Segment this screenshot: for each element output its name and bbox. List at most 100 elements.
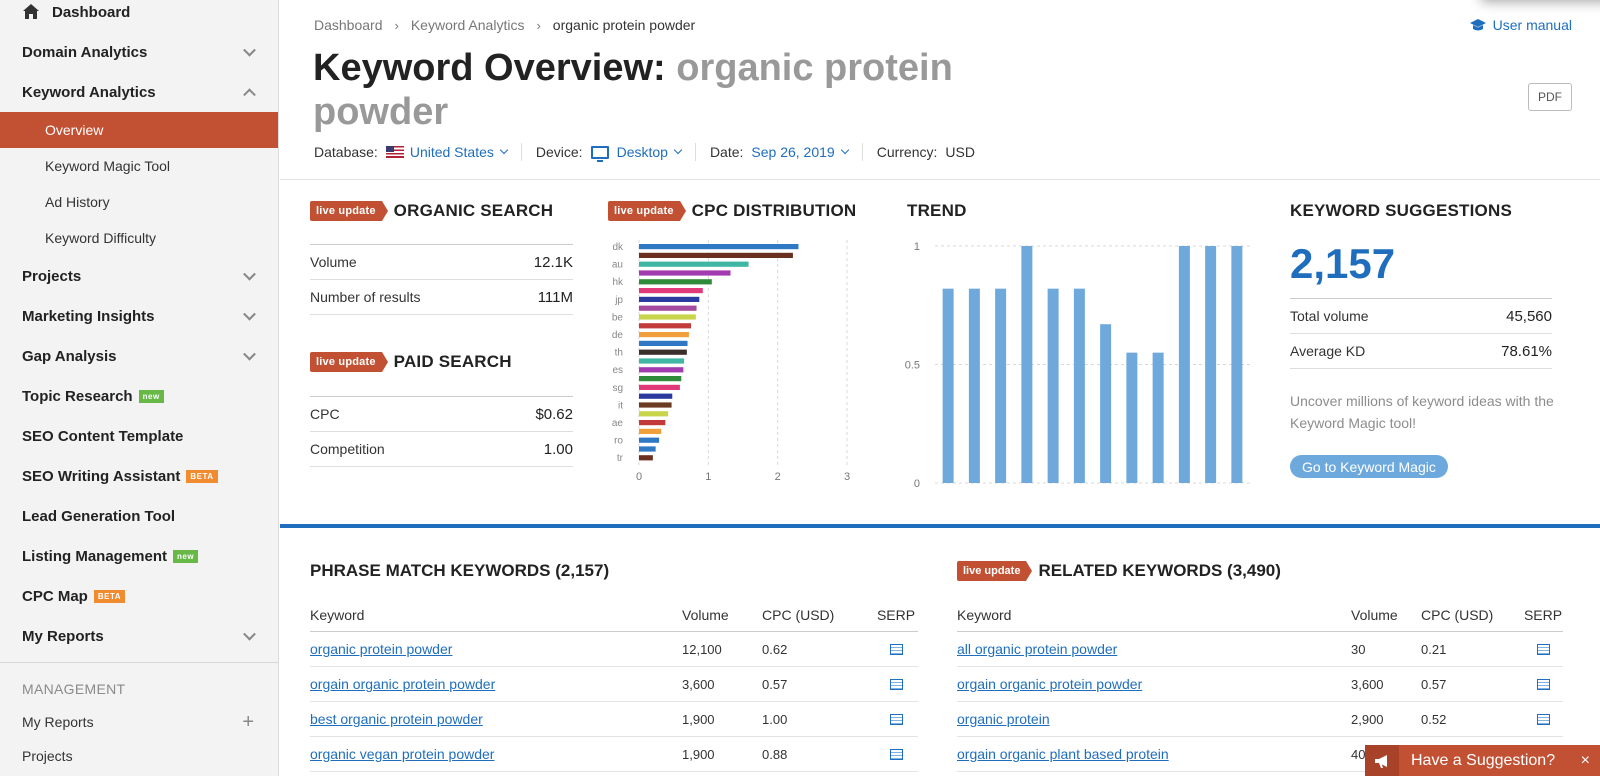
sidebar-item-label: Overview xyxy=(45,122,104,138)
keyword-link[interactable]: orgain organic protein powder xyxy=(957,676,1143,692)
sidebar-item-label: Domain Analytics xyxy=(22,43,148,61)
paid-row-competition: Competition 1.00 xyxy=(310,432,573,467)
sidebar-item-seo-writing-assistant[interactable]: SEO Writing Assistant BETA xyxy=(0,456,278,496)
serp-icon[interactable] xyxy=(889,713,903,725)
sidebar-item-ad-history[interactable]: Ad History xyxy=(0,184,278,220)
column-header-cpc[interactable]: CPC (USD) xyxy=(762,606,835,623)
device-dropdown[interactable]: Desktop xyxy=(617,144,683,160)
sidebar-item-my-reports[interactable]: My Reports xyxy=(0,616,278,656)
table-row: orgain organic protein powder 3,600 0.57 xyxy=(310,667,918,702)
management-item-projects[interactable]: Projects xyxy=(0,739,278,773)
keyword-suggestions-label: KEYWORD SUGGESTIONS xyxy=(1290,201,1512,220)
trend-bar xyxy=(1021,246,1033,483)
filter-divider xyxy=(694,143,696,161)
database-dropdown[interactable]: United States xyxy=(410,144,509,160)
column-header-volume[interactable]: Volume xyxy=(1351,606,1398,623)
serp-icon[interactable] xyxy=(889,643,903,655)
date-dropdown[interactable]: Sep 26, 2019 xyxy=(751,144,849,160)
serp-icon[interactable] xyxy=(1536,713,1550,725)
sidebar-item-cpc-map[interactable]: CPC Map BETA xyxy=(0,576,278,616)
keyword-link[interactable]: best organic protein powder xyxy=(310,711,483,727)
date-value: Sep 26, 2019 xyxy=(751,144,835,160)
new-badge: new xyxy=(138,389,164,403)
chevron-down-icon xyxy=(243,627,256,641)
phrase-match-label: PHRASE MATCH KEYWORDS (2,157) xyxy=(310,561,610,580)
main-content: Dashboard › Keyword Analytics › organic … xyxy=(280,0,1600,776)
trend-bar xyxy=(1178,246,1190,483)
phrase-match-table: Keyword Volume CPC (USD) SERP organic pr… xyxy=(310,598,918,772)
sidebar-item-topic-research[interactable]: Topic Research new xyxy=(0,376,278,416)
close-icon[interactable]: × xyxy=(1580,751,1590,769)
serp-icon[interactable] xyxy=(1536,643,1550,655)
column-header-keyword[interactable]: Keyword xyxy=(957,606,1012,623)
sidebar-item-keyword-magic-tool[interactable]: Keyword Magic Tool xyxy=(0,148,278,184)
chevron-down-icon xyxy=(243,267,256,281)
home-icon xyxy=(23,4,39,19)
sidebar-item-gap-analysis[interactable]: Gap Analysis xyxy=(0,336,278,376)
column-header-volume[interactable]: Volume xyxy=(682,606,729,623)
cpc-bar xyxy=(639,270,731,276)
management-header: MANAGEMENT xyxy=(22,681,126,697)
phrase-match-title: PHRASE MATCH KEYWORDS (2,157) xyxy=(310,561,609,581)
sidebar-item-domain-analytics[interactable]: Domain Analytics xyxy=(0,32,278,72)
country-label: sg xyxy=(612,383,623,394)
sidebar-item-overview[interactable]: Overview xyxy=(0,112,278,148)
paid-row-cpc: CPC $0.62 xyxy=(310,397,573,432)
keyword-link[interactable]: organic protein powder xyxy=(310,641,453,657)
go-to-keyword-magic-button[interactable]: Go to Keyword Magic xyxy=(1290,455,1448,478)
cpc-cell: 0.57 xyxy=(762,676,788,692)
plus-icon[interactable]: + xyxy=(242,711,254,733)
keyword-link[interactable]: organic protein xyxy=(957,711,1050,727)
sidebar-item-projects[interactable]: Projects xyxy=(0,256,278,296)
column-header-keyword[interactable]: Keyword xyxy=(310,606,365,623)
sidebar-item-listing-management[interactable]: Listing Management new xyxy=(0,536,278,576)
keyword-link[interactable]: organic vegan protein powder xyxy=(310,746,495,762)
serp-icon[interactable] xyxy=(1536,678,1550,690)
volume-cell: 3,600 xyxy=(682,676,715,692)
pdf-export-button[interactable]: PDF xyxy=(1528,83,1572,111)
country-label: tr xyxy=(617,453,624,464)
row-value: 78.61% xyxy=(1501,342,1552,360)
row-value: 45,560 xyxy=(1506,307,1552,325)
cpc-bar xyxy=(639,314,696,320)
column-header-cpc[interactable]: CPC (USD) xyxy=(1421,606,1494,623)
cpc-bar xyxy=(639,288,703,294)
cpc-distribution-label: CPC DISTRIBUTION xyxy=(691,201,857,220)
sidebar: Dashboard Domain Analytics Keyword Analy… xyxy=(0,0,279,776)
sidebar-item-dashboard[interactable]: Dashboard xyxy=(0,0,278,24)
keyword-link[interactable]: all organic protein powder xyxy=(957,641,1118,657)
sidebar-item-seo-content-template[interactable]: SEO Content Template xyxy=(0,416,278,456)
sidebar-item-keyword-difficulty[interactable]: Keyword Difficulty xyxy=(0,220,278,256)
keyword-link[interactable]: orgain organic protein powder xyxy=(310,676,496,692)
paid-search-title: live update PAID SEARCH xyxy=(310,352,512,372)
related-keywords-title: live update RELATED KEYWORDS (3,490) xyxy=(957,561,1281,581)
breadcrumb-dashboard[interactable]: Dashboard xyxy=(314,17,383,33)
volume-cell: 1,900 xyxy=(682,746,715,762)
serp-icon[interactable] xyxy=(889,678,903,690)
currency-filter: Currency: USD xyxy=(877,144,975,160)
page-header: Dashboard › Keyword Analytics › organic … xyxy=(280,0,1600,180)
volume-cell: 40 xyxy=(1351,746,1366,762)
filter-divider xyxy=(520,143,522,161)
sidebar-item-label: My Reports xyxy=(22,714,94,730)
trend-bar xyxy=(942,288,954,483)
row-label: CPC xyxy=(310,406,340,422)
sidebar-item-keyword-analytics[interactable]: Keyword Analytics xyxy=(0,72,278,112)
sidebar-item-label: Keyword Difficulty xyxy=(45,230,157,246)
cpc-bar xyxy=(639,420,666,426)
chevron-down-icon xyxy=(243,347,256,361)
breadcrumb-keyword-analytics[interactable]: Keyword Analytics xyxy=(410,17,525,33)
keyword-link[interactable]: orgain organic plant based protein xyxy=(957,746,1169,762)
management-item-my-reports[interactable]: My Reports + xyxy=(0,705,278,739)
sidebar-item-lead-generation-tool[interactable]: Lead Generation Tool xyxy=(0,496,278,536)
trend-bar xyxy=(1073,288,1085,483)
cpc-bar xyxy=(639,411,669,417)
cpc-bar xyxy=(639,296,700,302)
organic-search-table: Volume 12.1K Number of results 111M xyxy=(310,244,573,315)
sidebar-item-label: My Reports xyxy=(22,627,104,645)
serp-icon[interactable] xyxy=(889,748,903,760)
user-manual-link[interactable]: User manual xyxy=(1469,17,1572,33)
have-a-suggestion-widget[interactable]: Have a Suggestion? × xyxy=(1365,745,1600,776)
cpc-cell: 0.57 xyxy=(1421,676,1447,692)
sidebar-item-marketing-insights[interactable]: Marketing Insights xyxy=(0,296,278,336)
